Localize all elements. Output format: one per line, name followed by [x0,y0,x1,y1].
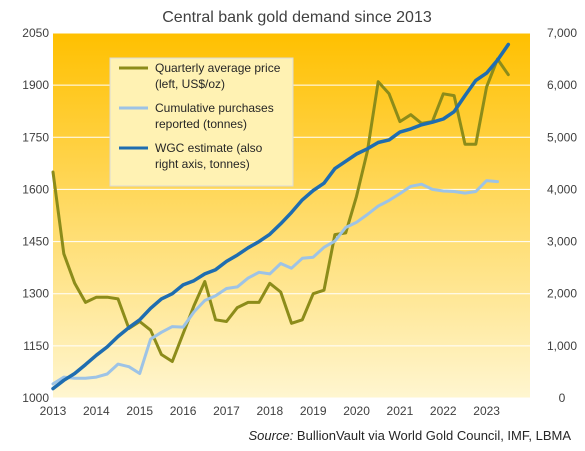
x-tick-label: 2022 [430,404,457,418]
right-tick-label: 4,000 [547,182,577,196]
x-tick-label: 2023 [473,404,500,418]
left-tick-label: 1600 [22,182,49,196]
right-axis-ticks: 0 1,000 2,000 3,000 4,000 5,000 6,000 7,000 [547,26,577,405]
left-tick-label: 1450 [22,235,49,249]
source-label: Source: [249,428,294,443]
legend-box [109,57,294,187]
x-tick-label: 2013 [40,404,67,418]
left-tick-label: 1000 [22,391,49,405]
right-tick-label: 5,000 [547,130,577,144]
x-tick-label: 2015 [126,404,153,418]
right-tick-label: 3,000 [547,235,577,249]
chart-title: Central bank gold demand since 2013 [162,9,432,26]
left-tick-label: 1900 [22,78,49,92]
legend-label-reported-1: Cumulative purchases [155,101,274,115]
x-tick-label: 2016 [170,404,197,418]
legend-label-reported-2: reported (tonnes) [155,117,247,131]
x-tick-label: 2018 [256,404,283,418]
legend-label-wgc-2: right axis, tonnes) [155,157,250,171]
x-tick-label: 2014 [83,404,110,418]
left-tick-label: 1300 [22,287,49,301]
left-axis-ticks: 1000 1150 1300 1450 1600 1750 1900 2050 [22,26,49,405]
right-tick-label: 2,000 [547,287,577,301]
left-tick-label: 1750 [22,130,49,144]
series-line-wgc [51,42,511,391]
left-tick-label: 1150 [23,339,49,353]
right-tick-label: 6,000 [547,78,577,92]
legend-label-price-2: (left, US$/oz) [155,77,225,91]
right-tick-label: 1,000 [547,339,577,353]
legend-label-wgc-1: WGC estimate (also [155,141,263,155]
source-note: Source: BullionVault via World Gold Coun… [249,428,572,443]
left-tick-label: 2050 [22,26,49,40]
series-line-reported [51,179,499,386]
x-tick-label: 2020 [343,404,370,418]
legend: Quarterly average price (left, US$/oz) C… [109,57,294,187]
x-axis-ticks: 2013 2014 2015 2016 2017 2018 2019 2020 2021 2022… [40,404,501,418]
right-tick-label: 7,000 [547,26,577,40]
right-tick-label: 0 [559,391,566,405]
x-tick-label: 2017 [213,404,240,418]
legend-label-price-1: Quarterly average price [155,61,281,75]
x-tick-label: 2021 [387,404,414,418]
source-text: BullionVault via World Gold Council, IMF… [293,428,571,443]
x-tick-label: 2019 [300,404,327,418]
series-lines [51,42,511,391]
